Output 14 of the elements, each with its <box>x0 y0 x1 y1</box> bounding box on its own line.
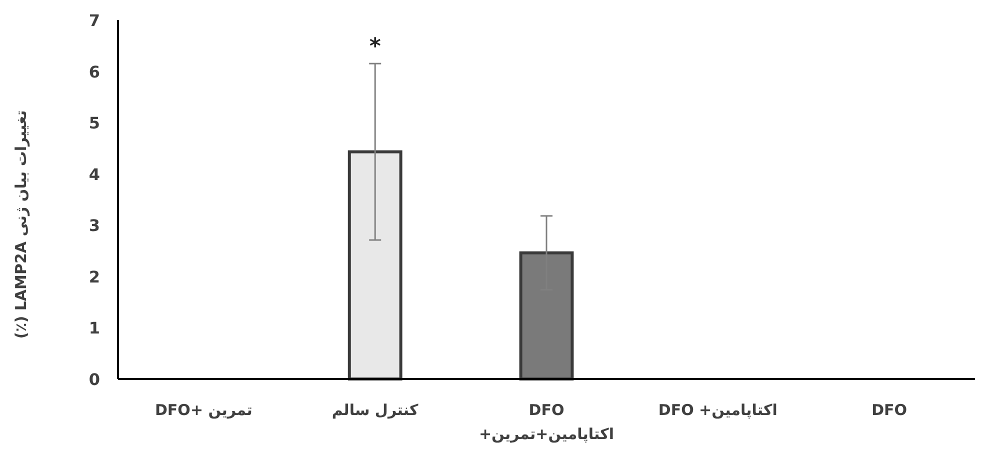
x-tick-label: اکتاپامین+ DFO <box>658 401 778 419</box>
x-tick-label: کنترل سالم <box>332 401 419 419</box>
y-tick-label: 3 <box>88 216 100 236</box>
annotation: * <box>369 34 382 60</box>
y-tick-label: 6 <box>88 62 100 82</box>
y-axis-title: تغییرات بیان ژنی LAMP2A (٪) <box>12 110 30 339</box>
x-tick-label: تمرین +DFO <box>154 401 252 419</box>
y-tick-label: 0 <box>88 370 100 389</box>
y-tick-label: 5 <box>88 114 100 133</box>
y-tick-label: 4 <box>88 164 100 184</box>
y-tick-label: 1 <box>88 318 100 338</box>
y-tick-label: 2 <box>88 267 100 286</box>
x-tick-label: DFO <box>872 401 908 419</box>
y-tick-label: 7 <box>88 11 100 30</box>
